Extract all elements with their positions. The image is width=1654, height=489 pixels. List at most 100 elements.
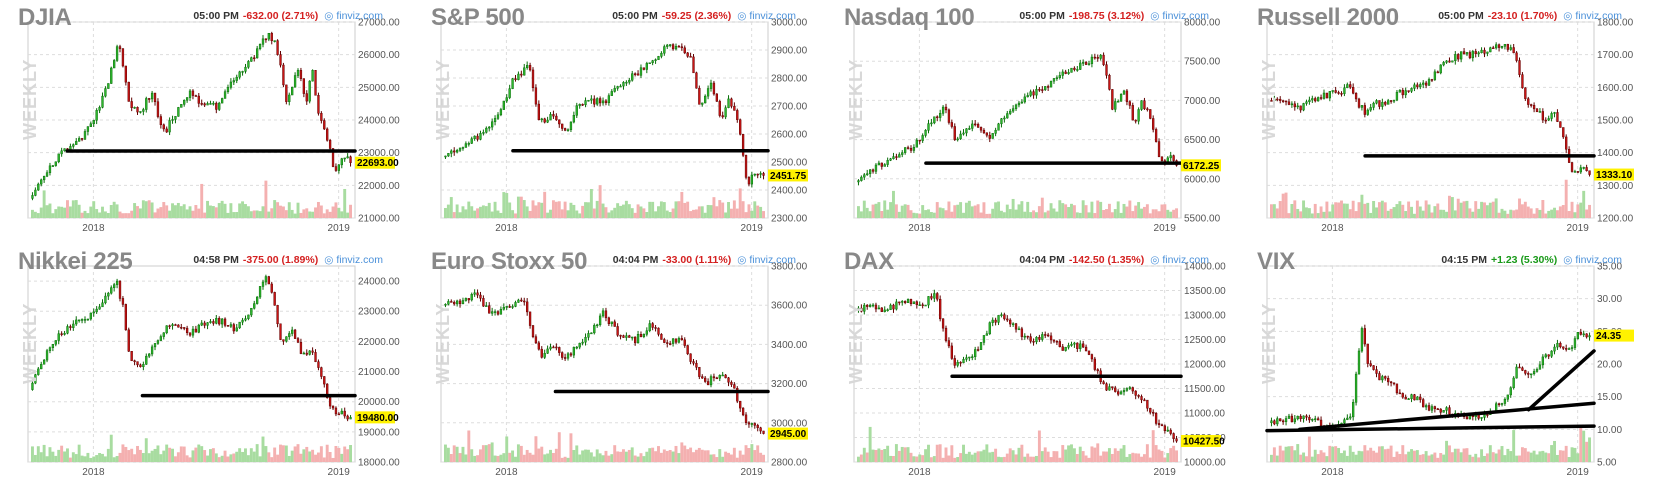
candle-body bbox=[485, 305, 488, 307]
volume-bar bbox=[692, 209, 695, 218]
candle-body bbox=[868, 304, 872, 307]
volume-bar bbox=[964, 453, 968, 462]
volume-bar bbox=[859, 211, 863, 218]
volume-bar bbox=[1474, 453, 1478, 462]
candle-body bbox=[1436, 71, 1439, 74]
volume-bar bbox=[1567, 457, 1571, 462]
volume-bar bbox=[311, 211, 315, 218]
candle-body bbox=[549, 114, 552, 121]
candle-body bbox=[212, 321, 215, 324]
last-price-label: 2945.00 bbox=[770, 429, 807, 440]
y-tick-label: 13500.00 bbox=[1184, 286, 1226, 297]
candle-body bbox=[1316, 418, 1320, 421]
volume-bar bbox=[686, 449, 690, 462]
candle-body bbox=[680, 46, 683, 49]
candle-body bbox=[1445, 60, 1448, 63]
y-tick-label: 23000.00 bbox=[358, 307, 400, 318]
candle-body bbox=[988, 322, 991, 334]
candle-body bbox=[121, 298, 125, 305]
last-price-tag bbox=[1594, 168, 1634, 181]
brand-link: finviz.com bbox=[336, 10, 383, 22]
candle-body bbox=[1518, 366, 1521, 369]
volume-bar bbox=[657, 446, 660, 462]
candle-body bbox=[1006, 318, 1009, 321]
volume-bar bbox=[314, 207, 317, 218]
candle-body bbox=[1041, 89, 1044, 91]
volume-bar bbox=[1122, 203, 1126, 218]
candle-body bbox=[860, 307, 863, 312]
candle-body bbox=[1541, 111, 1545, 121]
volume-bar bbox=[706, 450, 710, 462]
candle-body bbox=[552, 346, 555, 349]
candle-body bbox=[596, 324, 599, 327]
chart-canvas: 1800.001700.001600.001500.001400.001300.… bbox=[1266, 18, 1634, 234]
candle-body bbox=[37, 183, 40, 191]
chart-panel: 14000.00 13500.00 13000.00 12500.00 12000.00… bbox=[826, 244, 1239, 488]
candle-body bbox=[1366, 109, 1369, 115]
volume-bar bbox=[1084, 205, 1088, 218]
volume-bar bbox=[1570, 201, 1574, 218]
candle-body bbox=[1398, 89, 1402, 93]
volume-bar bbox=[1166, 209, 1170, 218]
volume-bar bbox=[36, 213, 40, 218]
volume-bar bbox=[159, 207, 163, 218]
candle-body bbox=[1413, 84, 1416, 89]
volume-bar bbox=[473, 455, 477, 462]
volume-bar bbox=[33, 454, 37, 462]
volume-bar bbox=[595, 200, 599, 218]
last-price-tag bbox=[1181, 435, 1221, 448]
candle-body bbox=[328, 397, 332, 407]
volume-bar bbox=[209, 205, 212, 218]
candle-body bbox=[323, 376, 326, 385]
candle-body bbox=[270, 283, 273, 293]
volume-bar bbox=[1160, 450, 1164, 462]
volume-bar bbox=[677, 453, 681, 462]
candle-body bbox=[1290, 103, 1294, 106]
candle-body bbox=[660, 52, 663, 57]
volume-bar bbox=[1017, 447, 1021, 462]
volume-bar bbox=[586, 449, 590, 462]
volume-bar bbox=[464, 209, 468, 218]
candle-body bbox=[1038, 336, 1041, 340]
volume-bar bbox=[133, 454, 137, 462]
volume-bar bbox=[1506, 448, 1510, 462]
volume-bar bbox=[1078, 446, 1082, 462]
candle-body bbox=[1328, 91, 1331, 99]
volume-bar bbox=[1008, 209, 1012, 218]
candle-body bbox=[1302, 415, 1305, 420]
volume-bar bbox=[1445, 440, 1449, 462]
volume-bar bbox=[1032, 210, 1036, 218]
candle-body bbox=[1349, 84, 1352, 88]
volume-bar bbox=[1061, 203, 1065, 218]
volume-bar bbox=[1064, 204, 1068, 218]
candle-body bbox=[226, 325, 230, 327]
volume-bar bbox=[1110, 212, 1114, 218]
candle-body bbox=[733, 105, 736, 111]
volume-bar bbox=[744, 445, 748, 462]
candle-body bbox=[874, 164, 878, 172]
candle-body bbox=[256, 48, 259, 59]
volume-bar bbox=[718, 449, 722, 462]
candle-body bbox=[1090, 56, 1094, 64]
volume-bar bbox=[1500, 208, 1504, 218]
candle-body bbox=[648, 323, 651, 331]
volume-bar bbox=[756, 445, 760, 462]
candle-body bbox=[709, 376, 713, 386]
candle-body bbox=[464, 298, 468, 301]
candle-body bbox=[671, 44, 675, 50]
volume-bar bbox=[188, 206, 192, 218]
candle-body bbox=[1436, 408, 1439, 411]
volume-bar bbox=[147, 200, 151, 218]
volume-bar bbox=[1163, 457, 1167, 462]
quote-time: 05:00 PM bbox=[1438, 10, 1484, 22]
candle-body bbox=[889, 304, 892, 310]
candle-body bbox=[191, 90, 195, 96]
candle-body bbox=[976, 124, 980, 128]
volume-bar bbox=[959, 202, 963, 218]
volume-bar bbox=[1433, 206, 1437, 218]
candle-body bbox=[1122, 90, 1126, 95]
candle-body bbox=[1087, 350, 1091, 355]
volume-bar bbox=[1520, 447, 1524, 462]
volume-bar bbox=[1558, 450, 1562, 462]
